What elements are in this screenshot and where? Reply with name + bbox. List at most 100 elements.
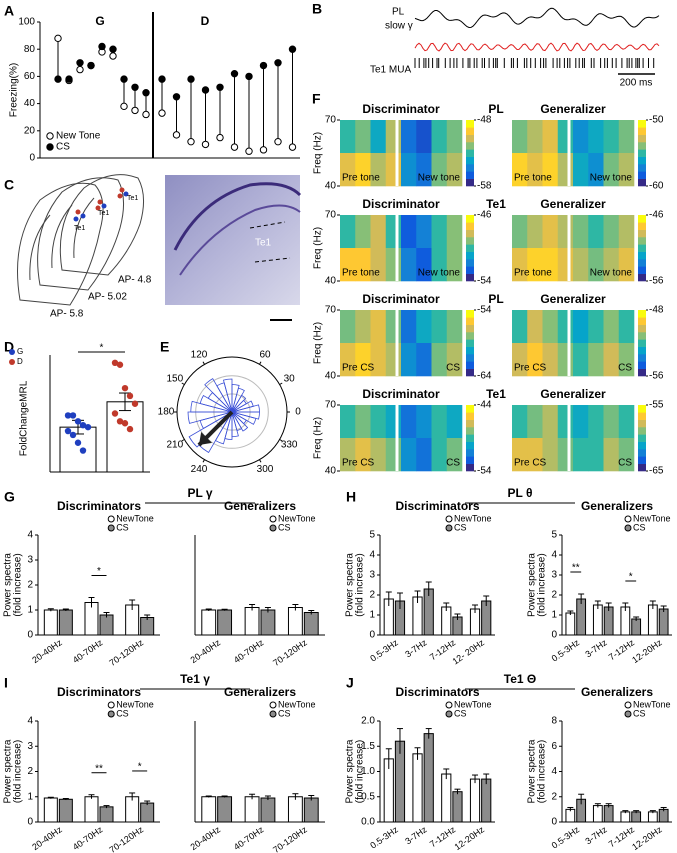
y-tick-label: 2 bbox=[551, 590, 557, 601]
heatmap-cell bbox=[618, 215, 635, 249]
rose-petal bbox=[190, 400, 233, 413]
colorbar-segment bbox=[466, 434, 474, 442]
y-tick-label: 40 bbox=[24, 98, 36, 109]
x-tick-label: 12-20Hz bbox=[630, 824, 664, 852]
region-label: Te1 bbox=[74, 225, 85, 232]
y-tick-label: 1.0 bbox=[361, 766, 375, 777]
heatmap-cell bbox=[512, 343, 528, 377]
panel-label: H bbox=[346, 489, 356, 505]
heatmap-title: Discriminator bbox=[362, 387, 440, 401]
heatmap-cell bbox=[542, 405, 559, 439]
legend-label: NewTone bbox=[116, 699, 154, 709]
y-axis-label: Freq (Hz) bbox=[313, 322, 324, 364]
point bbox=[74, 439, 82, 446]
legend-marker bbox=[9, 349, 15, 355]
epoch-label: Pre CS bbox=[342, 363, 375, 374]
heatmap-row-label: Te1 bbox=[486, 387, 506, 401]
heatmap-cell bbox=[512, 438, 528, 472]
colorbar-label: -64 bbox=[477, 371, 492, 382]
bar bbox=[603, 606, 614, 636]
heatmap-cell bbox=[527, 310, 543, 344]
point bbox=[79, 422, 87, 429]
point bbox=[187, 137, 195, 146]
angle-label: 300 bbox=[257, 464, 274, 475]
y-tick-label: 70 bbox=[325, 400, 337, 411]
legend-label: G bbox=[17, 347, 23, 356]
colorbar-segment bbox=[466, 463, 474, 472]
heatmap-cell bbox=[618, 120, 635, 154]
colorbar-segment bbox=[466, 156, 474, 165]
y-tick-label: 3 bbox=[369, 570, 375, 581]
legend-label: CS bbox=[278, 522, 291, 532]
bar bbox=[423, 733, 434, 823]
colorbar-label: -56 bbox=[649, 276, 664, 287]
panel-label: D bbox=[4, 339, 14, 355]
colorbar-segment bbox=[638, 332, 646, 340]
legend-marker bbox=[269, 701, 277, 709]
lfp-trace bbox=[414, 7, 660, 29]
panel-label: C bbox=[4, 177, 14, 193]
point bbox=[201, 140, 210, 149]
arrow-head bbox=[198, 432, 212, 446]
y-tick-label: 40 bbox=[325, 276, 337, 287]
chart-title: Discriminators bbox=[57, 685, 141, 699]
heatmap-cell bbox=[355, 248, 371, 282]
heatmap-cell bbox=[401, 405, 417, 439]
heatmap-cell bbox=[355, 310, 371, 344]
heatmap-cell bbox=[618, 248, 635, 282]
group-title: Te1 Θ bbox=[504, 672, 536, 686]
heatmap-title: Discriminator bbox=[362, 197, 440, 211]
bar bbox=[201, 609, 217, 636]
significance: * bbox=[97, 566, 101, 577]
panel-label: J bbox=[346, 675, 354, 691]
legend-marker bbox=[624, 524, 632, 532]
colorbar-segment bbox=[466, 324, 474, 333]
angle-tick bbox=[259, 459, 262, 463]
epoch-label: Pre CS bbox=[342, 458, 375, 469]
epoch-label: Pre tone bbox=[514, 268, 552, 279]
colorbar-segment bbox=[466, 120, 474, 128]
heatmap-cell bbox=[446, 120, 463, 154]
legend-label: CS bbox=[56, 142, 70, 153]
heatmap-cell bbox=[340, 310, 356, 344]
colorbar-segment bbox=[638, 229, 646, 238]
x-tick-label: 70-120Hz bbox=[107, 637, 145, 668]
heatmap-row-label: Te1 bbox=[486, 197, 506, 211]
region-label: Te1 bbox=[255, 238, 272, 249]
heatmap-cell bbox=[542, 310, 559, 344]
significance: ** bbox=[572, 563, 580, 574]
panel-label: F bbox=[312, 91, 321, 107]
heatmap-cell bbox=[557, 215, 574, 249]
legend-marker bbox=[107, 701, 115, 709]
y-tick-label: 0 bbox=[27, 630, 33, 641]
colorbar-segment bbox=[638, 324, 646, 333]
angle-tick bbox=[279, 439, 283, 442]
colorbar-segment bbox=[638, 127, 646, 135]
y-tick-label: 4 bbox=[551, 766, 557, 777]
y-tick-label: 40 bbox=[325, 181, 337, 192]
significance: * bbox=[100, 343, 104, 354]
heatmap-cell bbox=[446, 438, 463, 472]
heatmap-cell bbox=[446, 343, 463, 377]
heatmap-cell bbox=[340, 405, 356, 439]
bar bbox=[620, 811, 631, 823]
heatmap-cell bbox=[370, 405, 387, 439]
bar bbox=[603, 805, 614, 823]
group-title: PL θ bbox=[508, 486, 533, 500]
colorbar-segment bbox=[466, 368, 474, 377]
heatmap-row-label: PL bbox=[488, 102, 503, 116]
colorbar-segment bbox=[638, 463, 646, 472]
rose-petal bbox=[231, 411, 239, 438]
y-axis-label: (fold increase) bbox=[13, 740, 24, 803]
ap-label: AP- 5.02 bbox=[88, 292, 127, 303]
legend-label: D bbox=[17, 357, 23, 366]
colorbar-segment bbox=[466, 273, 474, 282]
angle-label: 0 bbox=[295, 407, 301, 418]
bar bbox=[43, 609, 58, 636]
heatmap-cell bbox=[355, 215, 371, 249]
legend-marker bbox=[269, 524, 277, 532]
heatmap-cell bbox=[370, 153, 387, 187]
colorbar-segment bbox=[638, 449, 646, 457]
angle-label: 30 bbox=[284, 374, 296, 385]
